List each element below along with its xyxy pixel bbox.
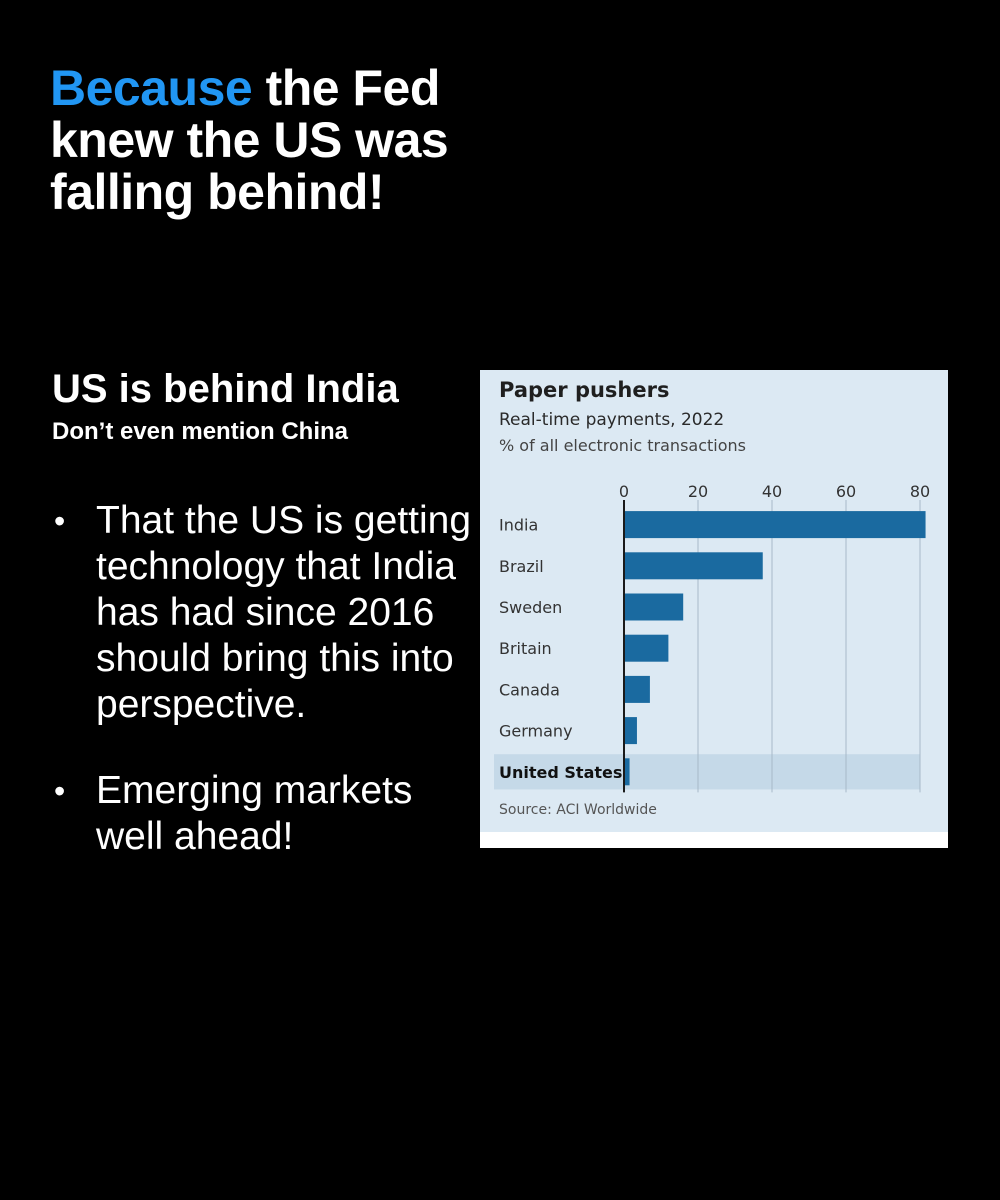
bullet-text: Emerging markets well ahead!: [96, 769, 413, 858]
chart-unit-label: % of all electronic transactions: [499, 436, 746, 455]
subhead: US is behind India: [52, 367, 399, 411]
category-label: Canada: [499, 680, 560, 699]
bar: [624, 634, 669, 662]
subnote: Don’t even mention China: [52, 418, 349, 445]
category-label: India: [499, 516, 538, 535]
bar: [624, 593, 684, 621]
bullet-icon: •: [54, 503, 66, 539]
headline-rest: the Fed knew the US was falling behind!: [50, 60, 449, 220]
x-tick-label: 0: [619, 482, 629, 501]
category-label: United States: [499, 763, 622, 782]
headline-accent: Because: [50, 60, 253, 116]
headline: Because the Fed knew the US was falling …: [50, 62, 470, 218]
x-tick-label: 20: [688, 482, 708, 501]
chart-footer: [480, 832, 948, 848]
bar: [624, 552, 763, 580]
chart-title: Paper pushers: [499, 378, 670, 402]
bullet-text: That the US is getting technology that I…: [96, 499, 472, 726]
bar: [624, 511, 926, 539]
x-tick-label: 40: [762, 482, 782, 501]
bullet-icon: •: [54, 773, 66, 809]
highlight-band: [494, 754, 920, 790]
bullet-item: • That the US is getting technology that …: [52, 498, 472, 728]
bar: [624, 675, 650, 703]
bar: [624, 717, 637, 745]
category-label: Britain: [499, 639, 552, 658]
chart-subtitle: Real-time payments, 2022: [499, 410, 725, 430]
x-tick-label: 60: [836, 482, 856, 501]
category-label: Sweden: [499, 598, 562, 617]
bullet-item: • Emerging markets well ahead!: [52, 768, 472, 860]
chart-card: Paper pushers Real-time payments, 2022 %…: [480, 370, 948, 848]
bar-chart: 0 20 40 60 80 India Brazil Sweden Britain Canada G…: [494, 482, 930, 793]
category-label: Brazil: [499, 557, 544, 576]
category-label: Germany: [499, 722, 573, 741]
bullet-list: • That the US is getting technology that …: [52, 498, 472, 900]
x-tick-label: 80: [910, 482, 930, 501]
chart-source: Source: ACI Worldwide: [499, 802, 657, 818]
bar: [624, 758, 630, 786]
